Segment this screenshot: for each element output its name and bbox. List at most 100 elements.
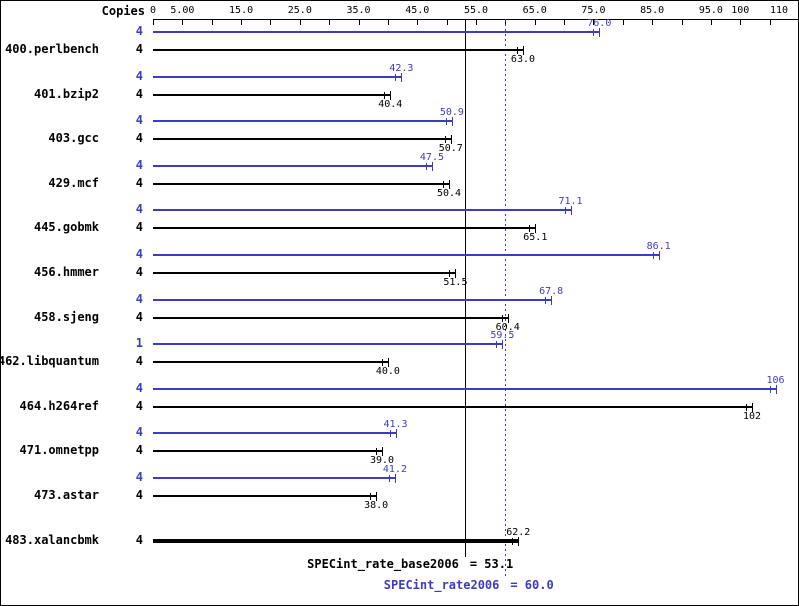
bar-value-label: 76.0 <box>587 18 612 29</box>
x-axis-tick-label: 100 <box>731 5 750 16</box>
bar-peak <box>153 31 600 33</box>
x-axis-tick <box>153 19 154 25</box>
bar-end-tick <box>390 90 392 100</box>
bar-base <box>153 49 523 51</box>
x-axis-tick <box>593 19 595 25</box>
reference-line-name: SPECint_rate_base2006 <box>307 557 459 571</box>
bar-value-label: 50.4 <box>436 187 462 199</box>
x-axis-tick-label: 95.0 <box>698 5 723 16</box>
bar-run-tick <box>529 225 531 233</box>
bar-end-tick <box>551 295 553 305</box>
benchmark-label: 471.omnetpp <box>19 443 99 458</box>
bar-value-label: 102 <box>742 410 762 422</box>
x-axis-tick <box>710 19 712 25</box>
bar-value-label: 60.4 <box>495 321 520 333</box>
bar-value-label: 71.1 <box>558 196 583 208</box>
bar-value-label: 40.4 <box>378 98 403 110</box>
copies-peak: 1 <box>135 336 143 351</box>
copies-column-header: Copies <box>101 4 145 18</box>
bar-value-label: 47.5 <box>419 151 444 163</box>
benchmark-label: 483.xalancbmk <box>5 532 99 547</box>
benchmark-label: 464.h264ref <box>19 398 99 413</box>
bar-base <box>153 361 388 364</box>
x-axis-tick <box>740 19 742 25</box>
bar-run-tick <box>512 537 514 545</box>
x-axis-tick <box>241 19 243 25</box>
benchmark-label: 458.sjeng <box>33 309 99 324</box>
x-axis-tick <box>564 19 566 25</box>
bar-run-tick <box>769 385 771 393</box>
bar-run-tick <box>370 493 372 500</box>
bar-base <box>153 138 451 141</box>
bar-end-tick <box>518 536 520 546</box>
x-axis-tick-label: 85.0 <box>640 5 665 16</box>
bar-end-tick <box>570 206 572 216</box>
x-axis-tick <box>299 19 301 25</box>
bar-end-tick <box>522 46 524 55</box>
bar-run-tick <box>496 341 498 349</box>
bar-run-tick <box>442 180 444 188</box>
bar-run-tick <box>746 403 748 411</box>
bar-run-tick <box>381 359 383 367</box>
x-axis-tick <box>270 19 272 25</box>
x-axis-tick-label: 25.0 <box>287 5 312 16</box>
copies-base: 4 <box>135 488 143 502</box>
bar-value-label: 41.2 <box>382 464 407 475</box>
copies-peak: 4 <box>135 24 143 38</box>
bar-end-tick <box>455 269 457 278</box>
bar-end-tick <box>448 179 450 189</box>
bar-peak <box>153 75 402 78</box>
copies-base: 4 <box>135 443 143 458</box>
copies-base: 4 <box>135 265 143 279</box>
bar-end-tick <box>502 340 504 350</box>
bar-base <box>153 227 536 230</box>
bar-value-label: 65.1 <box>523 232 548 244</box>
bar-value-label: 40.0 <box>375 366 400 378</box>
bar-run-tick <box>652 252 654 259</box>
copies-peak: 4 <box>135 291 143 306</box>
x-axis-tick-label: 55.0 <box>463 5 489 16</box>
bar-end-tick <box>599 28 601 37</box>
bar-value-label: 42.3 <box>389 62 414 74</box>
benchmark-label: 403.gcc <box>48 131 99 146</box>
bar-value-label: 67.8 <box>539 285 564 297</box>
bar-base <box>153 405 753 408</box>
bar-value-label: 39.0 <box>369 455 395 467</box>
x-axis-tick-label: 5.00 <box>170 5 195 16</box>
bar-run-tick <box>389 430 391 438</box>
bar-end-tick <box>395 429 397 439</box>
x-axis-tick <box>681 19 683 25</box>
x-axis-tick <box>476 19 477 25</box>
copies-peak: 4 <box>135 68 143 83</box>
bar-value-label: 62.2 <box>506 526 531 538</box>
bar-end-tick <box>376 492 378 501</box>
x-axis-tick <box>387 19 389 25</box>
reference-line-value: = 53.1 <box>469 557 514 571</box>
bar-end-tick <box>451 117 453 127</box>
bar-run-tick <box>564 207 566 215</box>
x-axis-tick <box>182 19 184 25</box>
bar-end-tick <box>535 224 537 234</box>
bar-run-tick <box>388 475 390 482</box>
bar-peak <box>153 298 552 301</box>
bar-run-tick <box>445 118 447 126</box>
copies-base: 4 <box>135 86 143 101</box>
x-axis-tick <box>769 19 771 25</box>
benchmark-label: 456.hmmer <box>33 265 99 279</box>
benchmark-label: 401.bzip2 <box>33 86 99 101</box>
bar-value-label: 106 <box>766 374 785 386</box>
x-axis-tick <box>622 19 624 25</box>
bar-end-tick <box>401 72 403 82</box>
bar-peak <box>153 209 571 212</box>
copies-base: 4 <box>135 309 143 324</box>
copies-base: 4 <box>135 131 143 146</box>
bar-value-label: 63.0 <box>510 54 536 65</box>
copies-base: 4 <box>135 42 143 56</box>
bar-end-tick <box>752 402 754 412</box>
reference-line-name: SPECint_rate2006 <box>383 578 500 592</box>
copies-base: 4 <box>135 175 143 190</box>
bar-base <box>153 93 391 96</box>
copies-base: 4 <box>135 532 143 547</box>
bar-run-tick <box>516 47 518 54</box>
bar-peak <box>153 477 395 479</box>
